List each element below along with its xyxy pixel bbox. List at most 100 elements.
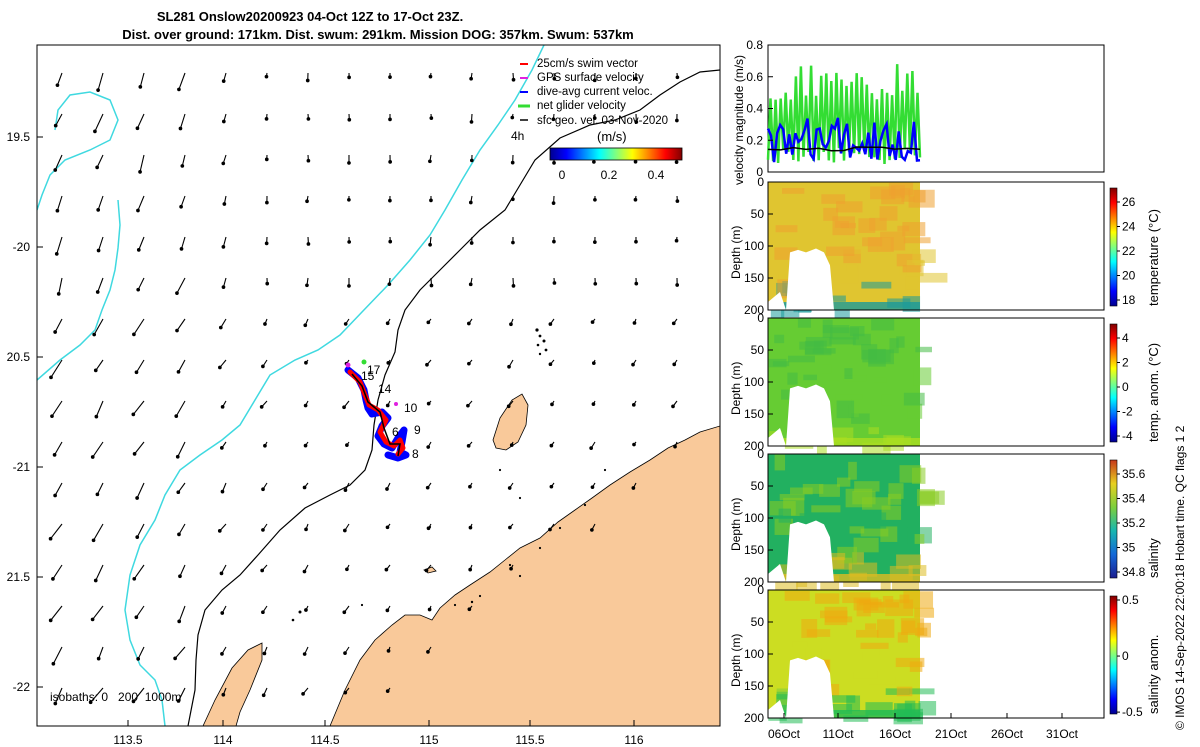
net-glider-track xyxy=(351,373,401,457)
net-glider-marker xyxy=(361,359,367,365)
velocity-arrow-head xyxy=(345,567,349,572)
velocity-arrow-head xyxy=(175,291,179,295)
velocity-arrow-head xyxy=(221,119,226,124)
velocity-arrow-head xyxy=(347,240,352,244)
section-heatmap-cell xyxy=(815,593,840,604)
velocity-arrow xyxy=(134,441,145,455)
velocity-arrow-head xyxy=(549,484,554,489)
velocity-arrow-head xyxy=(305,78,310,83)
section-heatmap-cell xyxy=(867,237,894,252)
velocity-arrow xyxy=(97,72,104,91)
velocity-arrow-head xyxy=(306,242,311,246)
section-heatmap-cell xyxy=(849,526,865,534)
velocity-arrow-head xyxy=(548,362,553,367)
section-heatmap-cell xyxy=(860,642,889,649)
velocity-arrow-head xyxy=(95,165,99,170)
velocity-arrow xyxy=(56,236,63,255)
section-heatmap-cell xyxy=(852,552,864,565)
velocity-arrow-head xyxy=(552,239,556,244)
velocity-arrow-head xyxy=(672,362,677,367)
velocity-arrow-head xyxy=(221,161,226,166)
velocity-y-tick-label: 0 xyxy=(756,165,763,179)
velocity-arrow-head xyxy=(548,527,552,532)
velocity-arrow xyxy=(50,359,63,378)
section-heatmap-cell xyxy=(820,552,846,561)
velocity-arrow-head xyxy=(634,281,639,286)
velocity-arrow-head xyxy=(176,490,181,495)
section-heatmap-cell xyxy=(776,688,789,700)
section-heatmap-cell xyxy=(848,461,857,480)
section-heatmap-cell xyxy=(770,531,795,542)
velocity-arrow xyxy=(138,236,145,251)
velocity-arrow-head xyxy=(220,404,225,409)
velocity-arrow-head xyxy=(342,528,347,533)
section-panel: 0 50 100 150 200 Depth (m) 4 2 0 -2 -4 temp. anom. … xyxy=(729,311,1161,455)
velocity-arrow-head xyxy=(343,322,348,326)
velocity-y-axis: 0.8 0.6 0.4 0.2 0 xyxy=(746,38,773,179)
section-heatmap-cell xyxy=(832,216,856,236)
section-heatmap-cell xyxy=(914,607,935,618)
velocity-arrow-head xyxy=(590,320,595,324)
section-colorbar xyxy=(1109,187,1118,307)
velocity-arrow-head xyxy=(134,615,139,620)
section-heatmap-cell xyxy=(902,265,922,273)
section-heatmap-cell xyxy=(779,494,805,501)
depth-tick-label: 50 xyxy=(751,479,765,493)
velocity-arrow-head xyxy=(305,283,309,288)
velocity-arrow xyxy=(95,400,104,417)
velocity-arrow xyxy=(56,72,63,86)
velocity-arrow-head xyxy=(56,292,61,296)
section-heatmap-cell xyxy=(806,629,831,637)
legend-swim-label: 25cm/s swim vector xyxy=(537,58,638,70)
velocity-arrow-head xyxy=(53,701,58,706)
velocity-y-label: velocity magnitude (m/s) xyxy=(732,55,746,185)
depth-tick-label: 200 xyxy=(744,439,764,453)
velocity-arrow-head xyxy=(591,402,596,406)
velocity-arrow-head xyxy=(590,485,595,490)
velocity-arrow-head xyxy=(549,443,554,448)
velocity-arrow xyxy=(139,154,145,173)
section-heatmap-cell xyxy=(879,206,898,221)
velocity-arrow xyxy=(180,236,186,250)
section-heatmap-cell xyxy=(856,629,879,638)
seabed-dome xyxy=(786,520,834,582)
day-label: 17 xyxy=(367,363,381,377)
velocity-arrow-head xyxy=(304,608,308,612)
velocity-arrow-head xyxy=(551,201,556,205)
velocity-arrow-head xyxy=(218,325,223,330)
section-heatmap-cell xyxy=(851,413,870,424)
velocity-arrow xyxy=(92,605,104,620)
velocity-arrow xyxy=(136,113,145,129)
velocity-arrow xyxy=(93,318,104,335)
velocity-arrow-head xyxy=(674,160,679,165)
velocity-arrow-head xyxy=(633,159,638,164)
velocity-arrow-head xyxy=(262,651,267,656)
velocity-arrow-head xyxy=(90,455,95,459)
section-heatmap-cell xyxy=(895,657,925,668)
day-label: 10 xyxy=(404,401,418,415)
velocity-arrow-head xyxy=(510,115,515,120)
section-heatmap-cell xyxy=(795,377,809,383)
section-heatmap-cell xyxy=(836,201,863,213)
colorbar-label: salinity anom. xyxy=(1146,635,1161,714)
velocity-arrow xyxy=(96,482,104,495)
section-heatmap-cell xyxy=(916,489,935,507)
velocity-arrow-head xyxy=(136,208,140,213)
velocity-arrow xyxy=(179,564,186,577)
depth-tick-label: 100 xyxy=(744,511,764,525)
velocity-arrow-head xyxy=(467,361,471,366)
velocity-arrow xyxy=(176,277,186,294)
velocity-arrow-head xyxy=(88,700,93,705)
velocity-arrow xyxy=(133,564,145,580)
velocity-arrow-head xyxy=(95,290,100,294)
section-heatmap-cell xyxy=(843,581,859,587)
day-label: 15 xyxy=(361,369,375,383)
section-heatmap-cell xyxy=(774,454,786,471)
title-line-1: SL281 Onslow20200923 04-Oct 12Z to 17-Oc… xyxy=(157,9,463,24)
velocity-arrow-head xyxy=(507,364,511,369)
legend-gps-label: GPS surface velocity xyxy=(537,72,644,84)
velocity-arrow-head xyxy=(180,164,185,168)
velocity-arrow-head xyxy=(388,117,392,122)
velocity-arrow xyxy=(97,195,104,211)
